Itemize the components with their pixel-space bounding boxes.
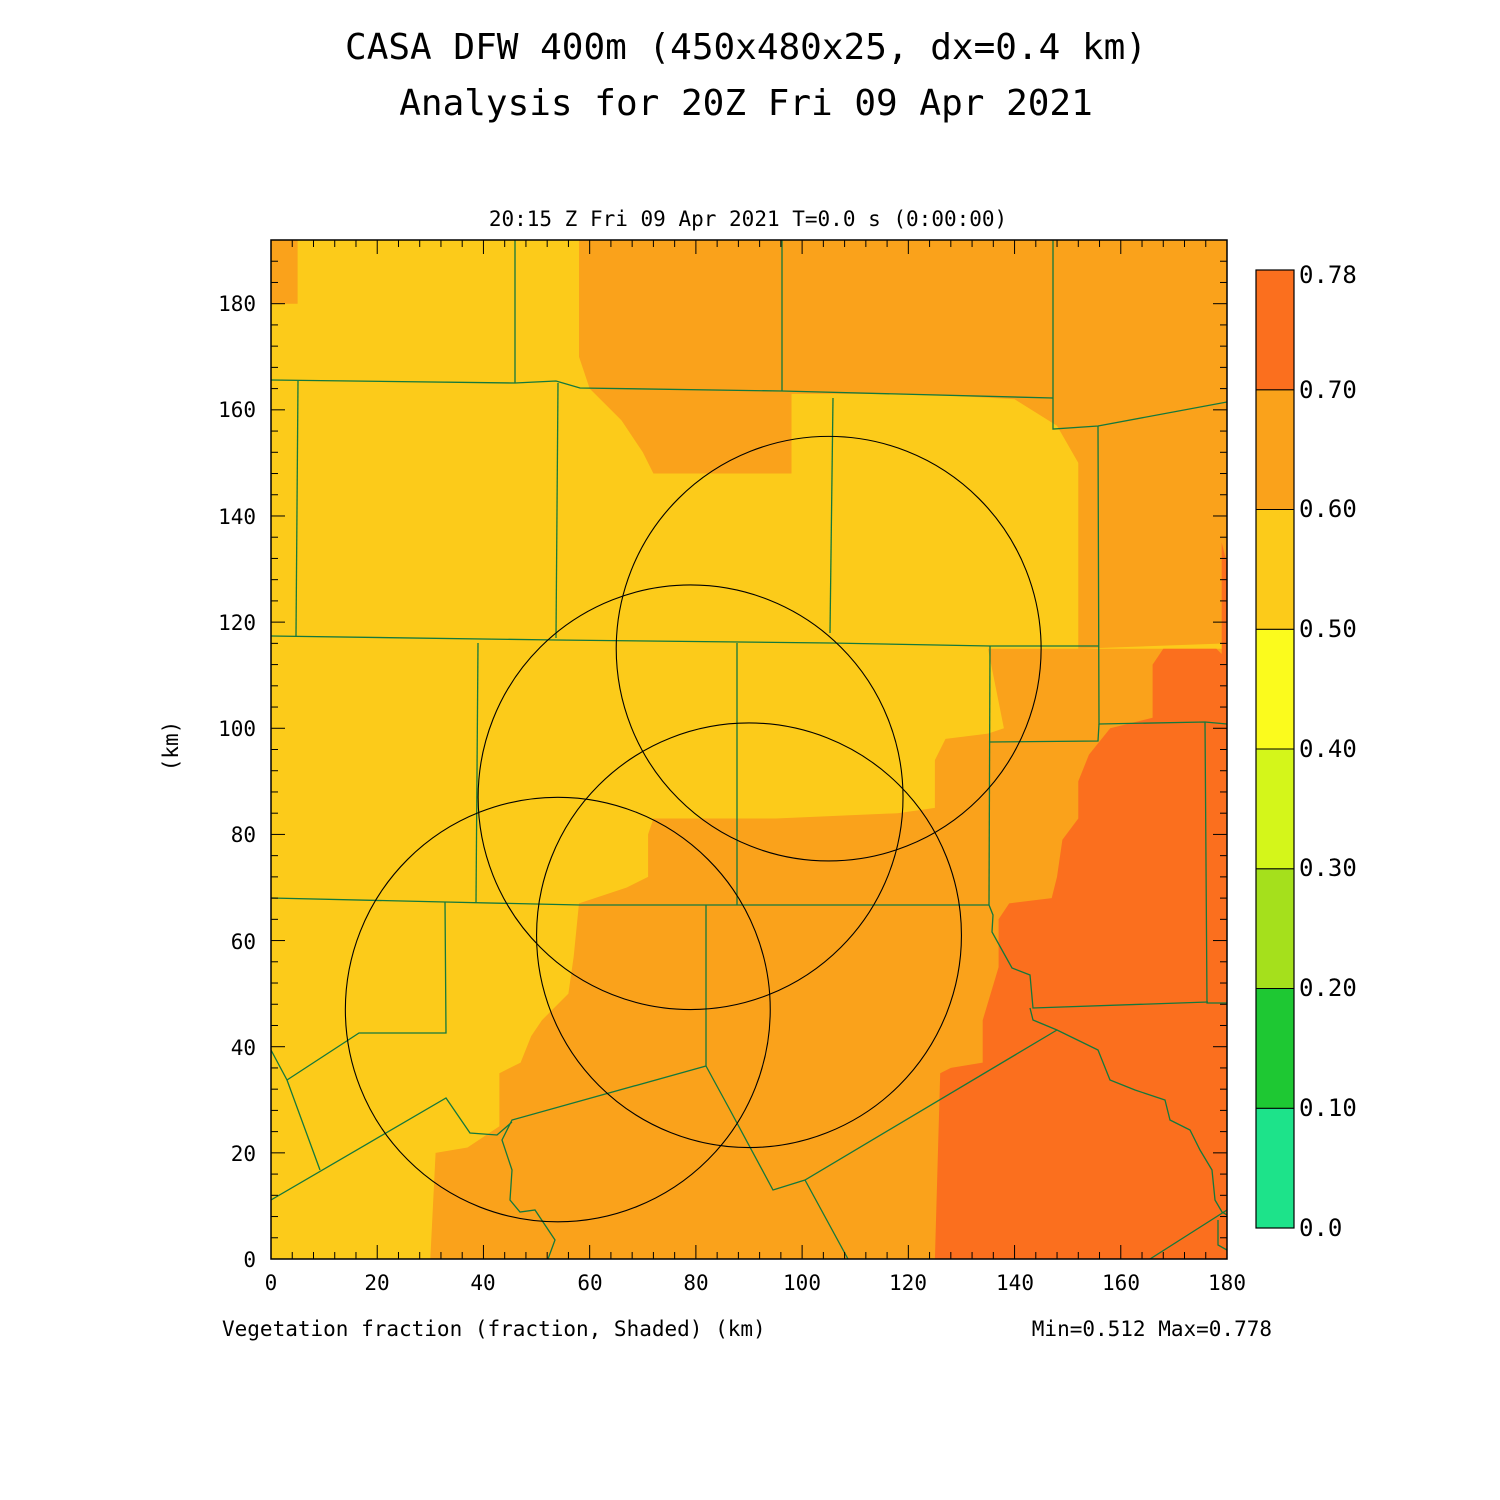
colorbar-label: 0.60: [1299, 495, 1357, 523]
county-line: [1029, 1007, 1227, 1216]
colorbar-label: 0.78: [1299, 261, 1357, 289]
county-line: [1204, 721, 1227, 1004]
x-tick-label: 180: [1208, 1271, 1246, 1295]
county-boundaries: [271, 240, 1227, 1259]
county-line: [829, 397, 834, 634]
field-label: Vegetation fraction (fraction, Shaded) (…: [222, 1317, 766, 1341]
y-tick-label: 100: [218, 717, 256, 741]
colorbar-label: 0.70: [1299, 376, 1357, 404]
radar-ring: [344, 796, 771, 1223]
shaded-regions: [271, 240, 1227, 1259]
y-tick-label: 160: [218, 398, 256, 422]
y-tick-label: 0: [243, 1248, 256, 1272]
colorbar-swatch: [1255, 748, 1295, 870]
colorbar-label: 0.50: [1299, 615, 1357, 643]
y-tick-label: 20: [231, 1142, 256, 1166]
radar-ring: [477, 584, 904, 1011]
y-tick-label: 60: [231, 930, 256, 954]
x-tick-label: 20: [364, 1271, 389, 1295]
county-line: [1149, 1209, 1227, 1259]
colorbar-swatch: [1255, 628, 1295, 750]
title-line2: Analysis for 20Z Fri 09 Apr 2021: [399, 83, 1093, 124]
x-tick-label: 40: [470, 1271, 495, 1295]
county-line: [988, 645, 991, 906]
minmax-label: Min=0.512 Max=0.778: [1032, 1317, 1272, 1341]
colorbar-swatch: [1255, 389, 1295, 510]
time-label: 20:15 Z Fri 09 Apr 2021 T=0.0 s (0:00:00…: [489, 207, 1007, 231]
county-line: [1217, 1220, 1227, 1251]
y-tick-label: 80: [231, 823, 256, 847]
y-tick-label: 120: [218, 611, 256, 635]
county-line: [1052, 240, 1227, 430]
x-tick-label: 140: [996, 1271, 1034, 1295]
y-tick-label: 40: [231, 1036, 256, 1060]
county-line: [989, 723, 1100, 743]
county-line: [475, 642, 479, 904]
county-line: [271, 379, 1054, 399]
region-high-veg: [934, 542, 1227, 1259]
colorbar-label: 0.10: [1299, 1094, 1357, 1122]
title-line1: CASA DFW 400m (450x480x25, dx=0.4 km): [345, 27, 1147, 68]
county-line: [271, 897, 989, 906]
y-tick-label: 140: [218, 505, 256, 529]
axis-ticks: [270, 239, 1228, 1260]
colorbar-label: 0.40: [1299, 735, 1357, 763]
x-tick-label: 120: [889, 1271, 927, 1295]
x-tick-label: 60: [577, 1271, 602, 1295]
radar-range-rings: [344, 435, 1042, 1223]
colorbar: [1255, 269, 1295, 1229]
x-tick-label: 100: [783, 1271, 821, 1295]
colorbar-frame: [1255, 269, 1295, 1229]
county-line: [271, 1049, 321, 1171]
y-axis-label: (km): [159, 721, 183, 772]
colorbar-swatch: [1255, 269, 1295, 391]
county-line: [295, 380, 299, 637]
colorbar-label: 0.30: [1299, 854, 1357, 882]
region-mid-veg: [579, 240, 1227, 649]
county-line: [286, 901, 447, 1081]
x-tick-labels: 0 20 40 60 80 100 120 140 160 180: [265, 1271, 1246, 1295]
county-line: [271, 1097, 513, 1201]
colorbar-swatch: [1255, 988, 1295, 1109]
x-tick-label: 0: [265, 1271, 278, 1295]
colorbar-label: 0.0: [1299, 1214, 1342, 1242]
county-line: [501, 905, 707, 1259]
county-line: [555, 382, 559, 639]
colorbar-label: 0.20: [1299, 974, 1357, 1002]
y-tick-labels: 0 20 40 60 80 100 120 140 160 180: [218, 292, 256, 1272]
colorbar-swatch: [1255, 509, 1295, 630]
county-line: [988, 904, 1209, 1009]
map-panel: [271, 240, 1227, 1259]
colorbar-swatch: [1255, 868, 1295, 989]
radar-ring: [536, 722, 962, 1149]
county-line: [1097, 425, 1227, 725]
county-line: [271, 635, 1099, 647]
x-tick-label: 80: [683, 1271, 708, 1295]
radar-ring: [615, 435, 1042, 862]
y-tick-label: 180: [218, 292, 256, 316]
county-line: [705, 1029, 1058, 1191]
region-mid-veg: [271, 240, 298, 304]
county-line: [804, 1179, 849, 1259]
x-tick-label: 160: [1102, 1271, 1140, 1295]
colorbar-swatch: [1255, 1107, 1295, 1229]
colorbar-labels: 0.0 0.10 0.20 0.30 0.40 0.50 0.60 0.70 0…: [1299, 261, 1357, 1242]
